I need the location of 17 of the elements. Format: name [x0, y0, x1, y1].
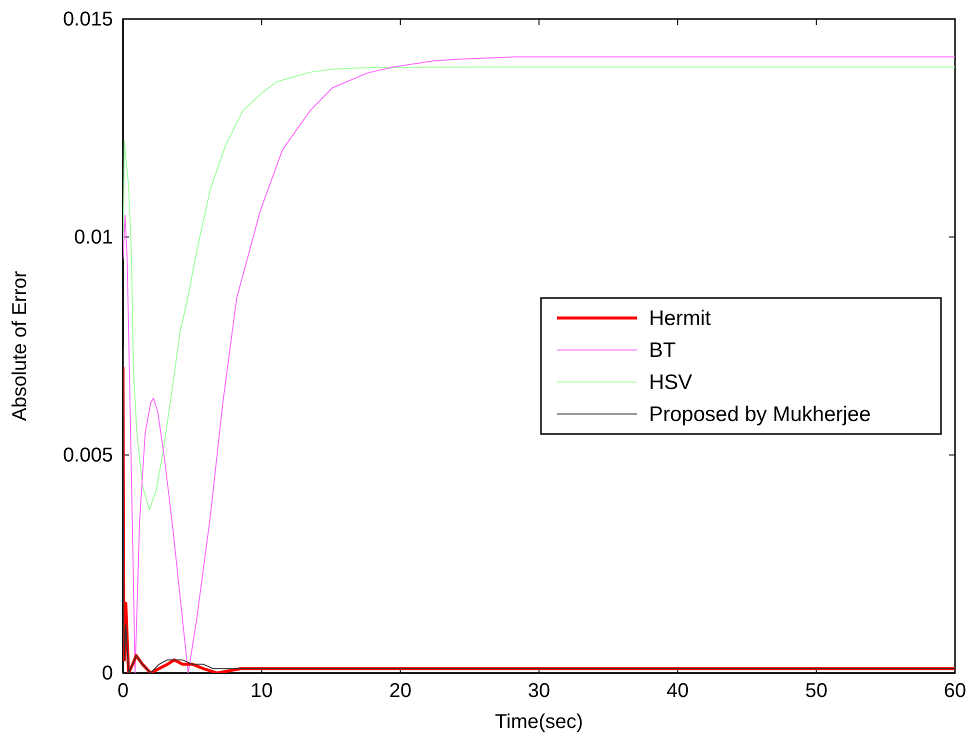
- y-axis-title: Absolute of Error: [9, 270, 31, 422]
- legend-label: HSV: [649, 371, 692, 394]
- legend-label: Hermit: [649, 307, 711, 330]
- x-tick-label: 30: [528, 680, 550, 702]
- x-tick-label: 0: [117, 680, 129, 702]
- legend-label: Proposed by Mukherjee: [649, 403, 871, 426]
- x-tick-label: 50: [805, 680, 828, 702]
- legend-label: BT: [649, 339, 676, 362]
- x-tick-label: 20: [389, 680, 412, 702]
- y-tick-label: 0.015: [62, 8, 113, 30]
- y-tick-label: 0.005: [62, 444, 113, 466]
- x-tick-label: 40: [666, 680, 689, 702]
- x-tick-label: 10: [250, 680, 273, 702]
- x-axis-title: Time(sec): [494, 711, 584, 733]
- y-tick-label: 0: [102, 662, 113, 684]
- y-tick-label: 0.01: [74, 226, 113, 248]
- x-tick-label: 60: [944, 680, 966, 702]
